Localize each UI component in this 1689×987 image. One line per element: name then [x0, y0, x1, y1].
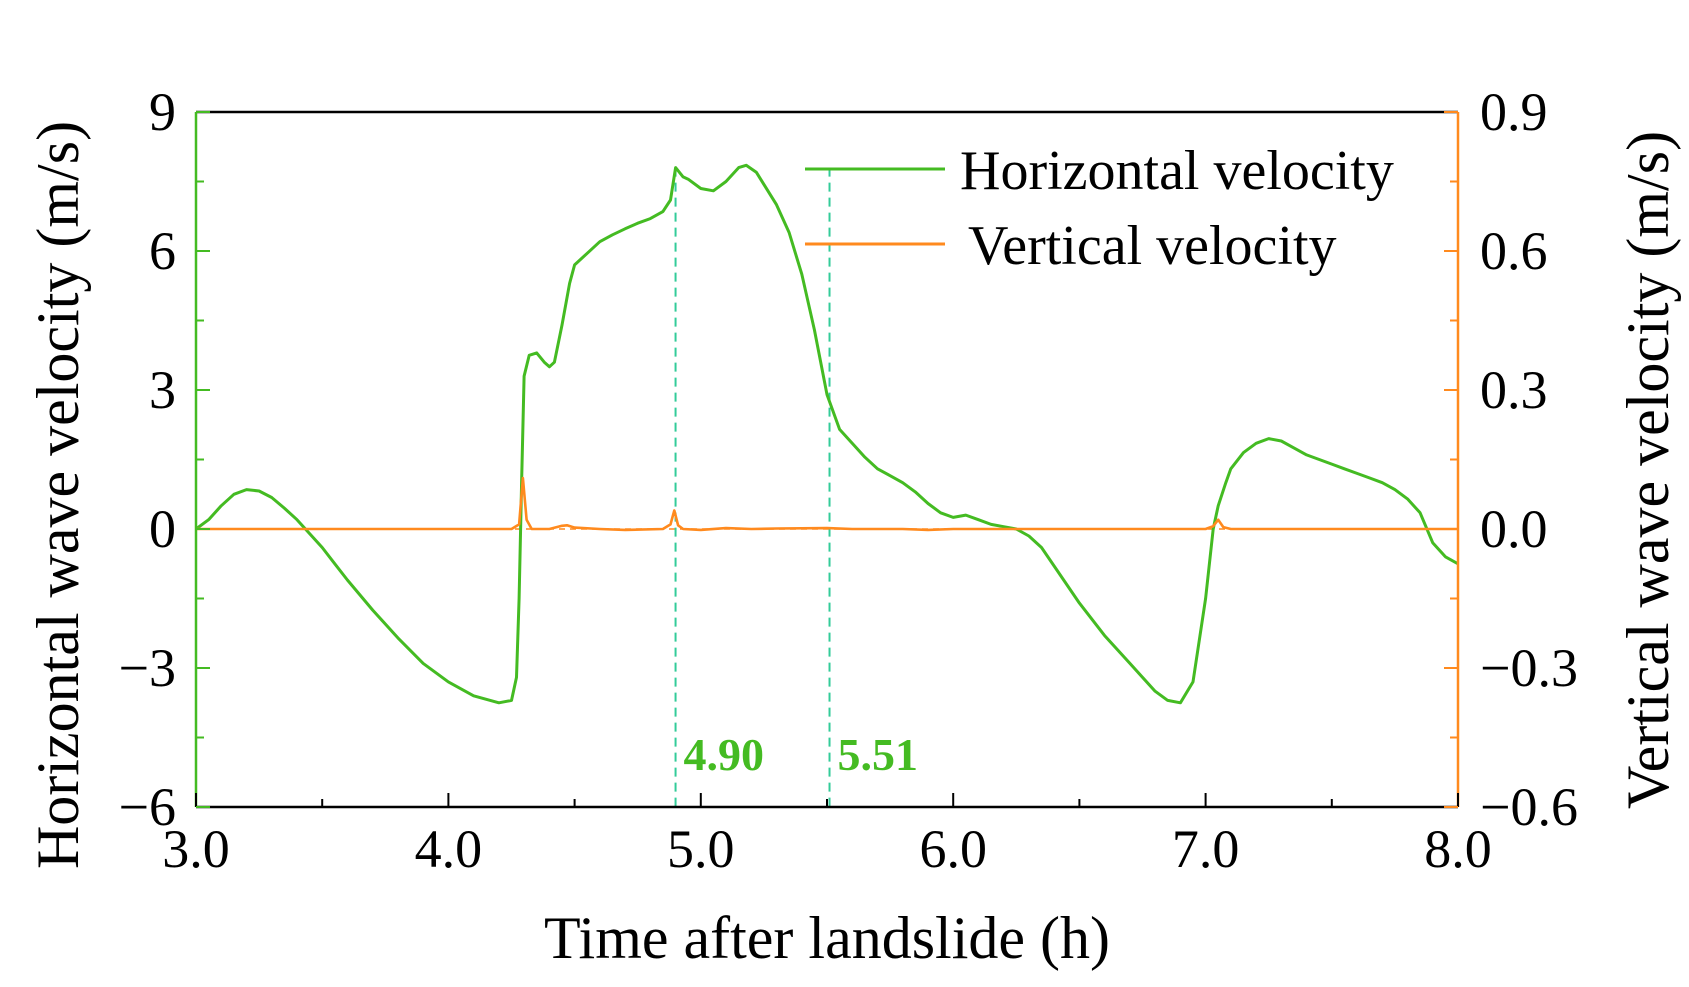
legend-horizontal-label: Horizontal velocity: [960, 140, 1394, 202]
y-left-tick-label: 3: [149, 360, 176, 420]
annotation-label-5.51: 5.51: [838, 729, 919, 780]
x-tick-label: 6.0: [919, 819, 987, 879]
x-axis-title: Time after landslide (h): [544, 905, 1110, 971]
x-tick-label: 3.0: [162, 819, 230, 879]
x-tick-label: 4.0: [415, 819, 483, 879]
x-tick-label: 5.0: [667, 819, 735, 879]
x-tick-label: 7.0: [1172, 819, 1240, 879]
y-right-tick-label: 0.0: [1480, 499, 1548, 559]
annotation-label-4.90: 4.90: [684, 729, 765, 780]
y-right-tick-label: 0.9: [1480, 82, 1548, 142]
legend-vertical-label: Vertical velocity: [968, 215, 1337, 277]
y-left-tick-label: −3: [119, 638, 176, 698]
x-tick-label: 8.0: [1424, 819, 1492, 879]
vertical-velocity-line: [196, 476, 1458, 532]
y-axis-left-title: Horizontal wave velocity (m/s): [25, 121, 91, 869]
y-axis-right-title: Vertical wave velocity (m/s): [1615, 131, 1681, 809]
y-left-tick-label: 9: [149, 82, 176, 142]
y-right-tick-label: −0.3: [1480, 638, 1578, 698]
horizontal-velocity-line: [195, 163, 1459, 705]
y-left-tick-label: 6: [149, 221, 176, 281]
y-right-tick-label: −0.6: [1480, 777, 1578, 837]
axes-layer: 3.0 4.0 5.0 6.0 7.0 8.0 −6 −3 0 3 6 9 −0.6 −0.3 0.0 0.3…: [119, 82, 1578, 879]
y-left-tick-label: 0: [149, 499, 176, 559]
legend: Horizontal velocity Vertical velocity: [805, 140, 1394, 277]
y-left-tick-label: −6: [119, 777, 176, 837]
y-right-tick-label: 0.6: [1480, 221, 1548, 281]
series-layer: [195, 163, 1459, 705]
y-right-tick-label: 0.3: [1480, 360, 1548, 420]
